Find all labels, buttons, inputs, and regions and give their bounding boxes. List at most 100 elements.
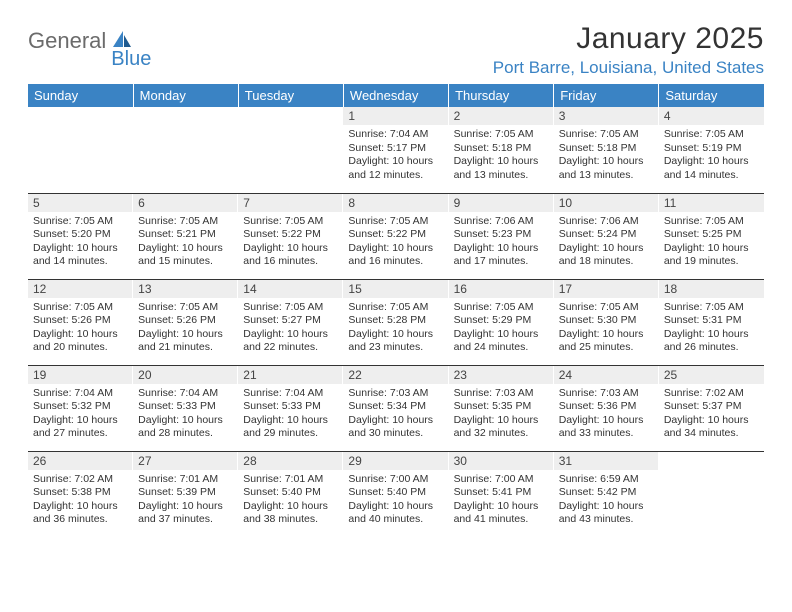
calendar-day-cell bbox=[659, 451, 764, 537]
month-title: January 2025 bbox=[493, 22, 764, 56]
sunrise-line: Sunrise: 7:05 AM bbox=[664, 301, 759, 315]
day-number: 18 bbox=[659, 280, 764, 298]
calendar-day-cell: 6Sunrise: 7:05 AMSunset: 5:21 PMDaylight… bbox=[133, 193, 238, 279]
logo-text-blue: Blue bbox=[111, 48, 151, 71]
daylight-line: Daylight: 10 hours and 29 minutes. bbox=[243, 414, 338, 441]
sunset-line: Sunset: 5:20 PM bbox=[33, 228, 128, 242]
day-number: 11 bbox=[659, 194, 764, 212]
day-details: Sunrise: 7:00 AMSunset: 5:40 PMDaylight:… bbox=[343, 470, 448, 532]
day-number: 12 bbox=[28, 280, 133, 298]
sunrise-line: Sunrise: 7:05 AM bbox=[559, 301, 654, 315]
calendar-day-cell: 15Sunrise: 7:05 AMSunset: 5:28 PMDayligh… bbox=[343, 279, 448, 365]
day-details: Sunrise: 7:05 AMSunset: 5:29 PMDaylight:… bbox=[449, 298, 554, 360]
calendar-day-cell: 21Sunrise: 7:04 AMSunset: 5:33 PMDayligh… bbox=[238, 365, 343, 451]
sunset-line: Sunset: 5:22 PM bbox=[243, 228, 338, 242]
sunset-line: Sunset: 5:23 PM bbox=[454, 228, 549, 242]
sunset-line: Sunset: 5:26 PM bbox=[138, 314, 233, 328]
sunrise-line: Sunrise: 7:05 AM bbox=[348, 301, 443, 315]
daylight-line: Daylight: 10 hours and 14 minutes. bbox=[33, 242, 128, 269]
day-number: 7 bbox=[238, 194, 343, 212]
day-number: 27 bbox=[133, 452, 238, 470]
day-details: Sunrise: 7:05 AMSunset: 5:22 PMDaylight:… bbox=[238, 212, 343, 274]
day-details: Sunrise: 7:04 AMSunset: 5:33 PMDaylight:… bbox=[238, 384, 343, 446]
day-details: Sunrise: 7:00 AMSunset: 5:41 PMDaylight:… bbox=[449, 470, 554, 532]
calendar-day-cell: 9Sunrise: 7:06 AMSunset: 5:23 PMDaylight… bbox=[449, 193, 554, 279]
calendar-day-cell bbox=[238, 107, 343, 193]
sunrise-line: Sunrise: 7:01 AM bbox=[138, 473, 233, 487]
weekday-header: Monday bbox=[133, 84, 238, 107]
day-details: Sunrise: 7:05 AMSunset: 5:27 PMDaylight:… bbox=[238, 298, 343, 360]
daylight-line: Daylight: 10 hours and 43 minutes. bbox=[559, 500, 654, 527]
sunrise-line: Sunrise: 7:04 AM bbox=[33, 387, 128, 401]
calendar-day-cell: 25Sunrise: 7:02 AMSunset: 5:37 PMDayligh… bbox=[659, 365, 764, 451]
sunset-line: Sunset: 5:38 PM bbox=[33, 486, 128, 500]
calendar-week-row: 19Sunrise: 7:04 AMSunset: 5:32 PMDayligh… bbox=[28, 365, 764, 451]
day-number: 23 bbox=[449, 366, 554, 384]
day-number: 15 bbox=[343, 280, 448, 298]
day-number: 17 bbox=[554, 280, 659, 298]
day-details: Sunrise: 7:05 AMSunset: 5:20 PMDaylight:… bbox=[28, 212, 133, 274]
day-number: 16 bbox=[449, 280, 554, 298]
calendar-day-cell bbox=[28, 107, 133, 193]
daylight-line: Daylight: 10 hours and 30 minutes. bbox=[348, 414, 443, 441]
day-number: 29 bbox=[343, 452, 448, 470]
day-details: Sunrise: 7:05 AMSunset: 5:19 PMDaylight:… bbox=[659, 125, 764, 187]
day-details: Sunrise: 7:03 AMSunset: 5:34 PMDaylight:… bbox=[343, 384, 448, 446]
sunset-line: Sunset: 5:34 PM bbox=[348, 400, 443, 414]
weekday-header: Wednesday bbox=[343, 84, 448, 107]
header: General Blue January 2025 Port Barre, Lo… bbox=[28, 22, 764, 78]
day-number: 24 bbox=[554, 366, 659, 384]
calendar-table: Sunday Monday Tuesday Wednesday Thursday… bbox=[28, 84, 764, 537]
sunrise-line: Sunrise: 7:04 AM bbox=[348, 128, 443, 142]
day-details: Sunrise: 7:01 AMSunset: 5:40 PMDaylight:… bbox=[238, 470, 343, 532]
daylight-line: Daylight: 10 hours and 38 minutes. bbox=[243, 500, 338, 527]
calendar-day-cell: 20Sunrise: 7:04 AMSunset: 5:33 PMDayligh… bbox=[133, 365, 238, 451]
daylight-line: Daylight: 10 hours and 37 minutes. bbox=[138, 500, 233, 527]
sunrise-line: Sunrise: 7:02 AM bbox=[664, 387, 759, 401]
sunrise-line: Sunrise: 7:03 AM bbox=[559, 387, 654, 401]
calendar-day-cell: 28Sunrise: 7:01 AMSunset: 5:40 PMDayligh… bbox=[238, 451, 343, 537]
weekday-header: Friday bbox=[554, 84, 659, 107]
sunrise-line: Sunrise: 7:05 AM bbox=[664, 215, 759, 229]
calendar-day-cell: 5Sunrise: 7:05 AMSunset: 5:20 PMDaylight… bbox=[28, 193, 133, 279]
sunset-line: Sunset: 5:18 PM bbox=[454, 142, 549, 156]
daylight-line: Daylight: 10 hours and 21 minutes. bbox=[138, 328, 233, 355]
day-number: 9 bbox=[449, 194, 554, 212]
calendar-day-cell: 11Sunrise: 7:05 AMSunset: 5:25 PMDayligh… bbox=[659, 193, 764, 279]
sunset-line: Sunset: 5:17 PM bbox=[348, 142, 443, 156]
day-number: 28 bbox=[238, 452, 343, 470]
calendar-page: General Blue January 2025 Port Barre, Lo… bbox=[0, 0, 792, 557]
sunset-line: Sunset: 5:40 PM bbox=[348, 486, 443, 500]
sunset-line: Sunset: 5:42 PM bbox=[559, 486, 654, 500]
day-number: 10 bbox=[554, 194, 659, 212]
calendar-day-cell: 17Sunrise: 7:05 AMSunset: 5:30 PMDayligh… bbox=[554, 279, 659, 365]
daylight-line: Daylight: 10 hours and 32 minutes. bbox=[454, 414, 549, 441]
sunset-line: Sunset: 5:22 PM bbox=[348, 228, 443, 242]
day-number: 14 bbox=[238, 280, 343, 298]
day-number: 31 bbox=[554, 452, 659, 470]
day-details: Sunrise: 7:05 AMSunset: 5:28 PMDaylight:… bbox=[343, 298, 448, 360]
calendar-week-row: 5Sunrise: 7:05 AMSunset: 5:20 PMDaylight… bbox=[28, 193, 764, 279]
title-block: January 2025 Port Barre, Louisiana, Unit… bbox=[493, 22, 764, 78]
calendar-day-cell: 18Sunrise: 7:05 AMSunset: 5:31 PMDayligh… bbox=[659, 279, 764, 365]
day-number: 22 bbox=[343, 366, 448, 384]
calendar-day-cell: 30Sunrise: 7:00 AMSunset: 5:41 PMDayligh… bbox=[449, 451, 554, 537]
calendar-day-cell: 10Sunrise: 7:06 AMSunset: 5:24 PMDayligh… bbox=[554, 193, 659, 279]
sunset-line: Sunset: 5:37 PM bbox=[664, 400, 759, 414]
daylight-line: Daylight: 10 hours and 16 minutes. bbox=[348, 242, 443, 269]
calendar-day-cell: 23Sunrise: 7:03 AMSunset: 5:35 PMDayligh… bbox=[449, 365, 554, 451]
calendar-day-cell: 26Sunrise: 7:02 AMSunset: 5:38 PMDayligh… bbox=[28, 451, 133, 537]
logo-text-general: General bbox=[28, 28, 106, 54]
sunset-line: Sunset: 5:29 PM bbox=[454, 314, 549, 328]
daylight-line: Daylight: 10 hours and 16 minutes. bbox=[243, 242, 338, 269]
day-details: Sunrise: 7:03 AMSunset: 5:35 PMDaylight:… bbox=[449, 384, 554, 446]
daylight-line: Daylight: 10 hours and 12 minutes. bbox=[348, 155, 443, 182]
calendar-day-cell: 24Sunrise: 7:03 AMSunset: 5:36 PMDayligh… bbox=[554, 365, 659, 451]
calendar-day-cell: 16Sunrise: 7:05 AMSunset: 5:29 PMDayligh… bbox=[449, 279, 554, 365]
daylight-line: Daylight: 10 hours and 20 minutes. bbox=[33, 328, 128, 355]
daylight-line: Daylight: 10 hours and 24 minutes. bbox=[454, 328, 549, 355]
day-number: 8 bbox=[343, 194, 448, 212]
sunrise-line: Sunrise: 7:03 AM bbox=[454, 387, 549, 401]
day-details: Sunrise: 7:05 AMSunset: 5:26 PMDaylight:… bbox=[28, 298, 133, 360]
sunrise-line: Sunrise: 7:02 AM bbox=[33, 473, 128, 487]
